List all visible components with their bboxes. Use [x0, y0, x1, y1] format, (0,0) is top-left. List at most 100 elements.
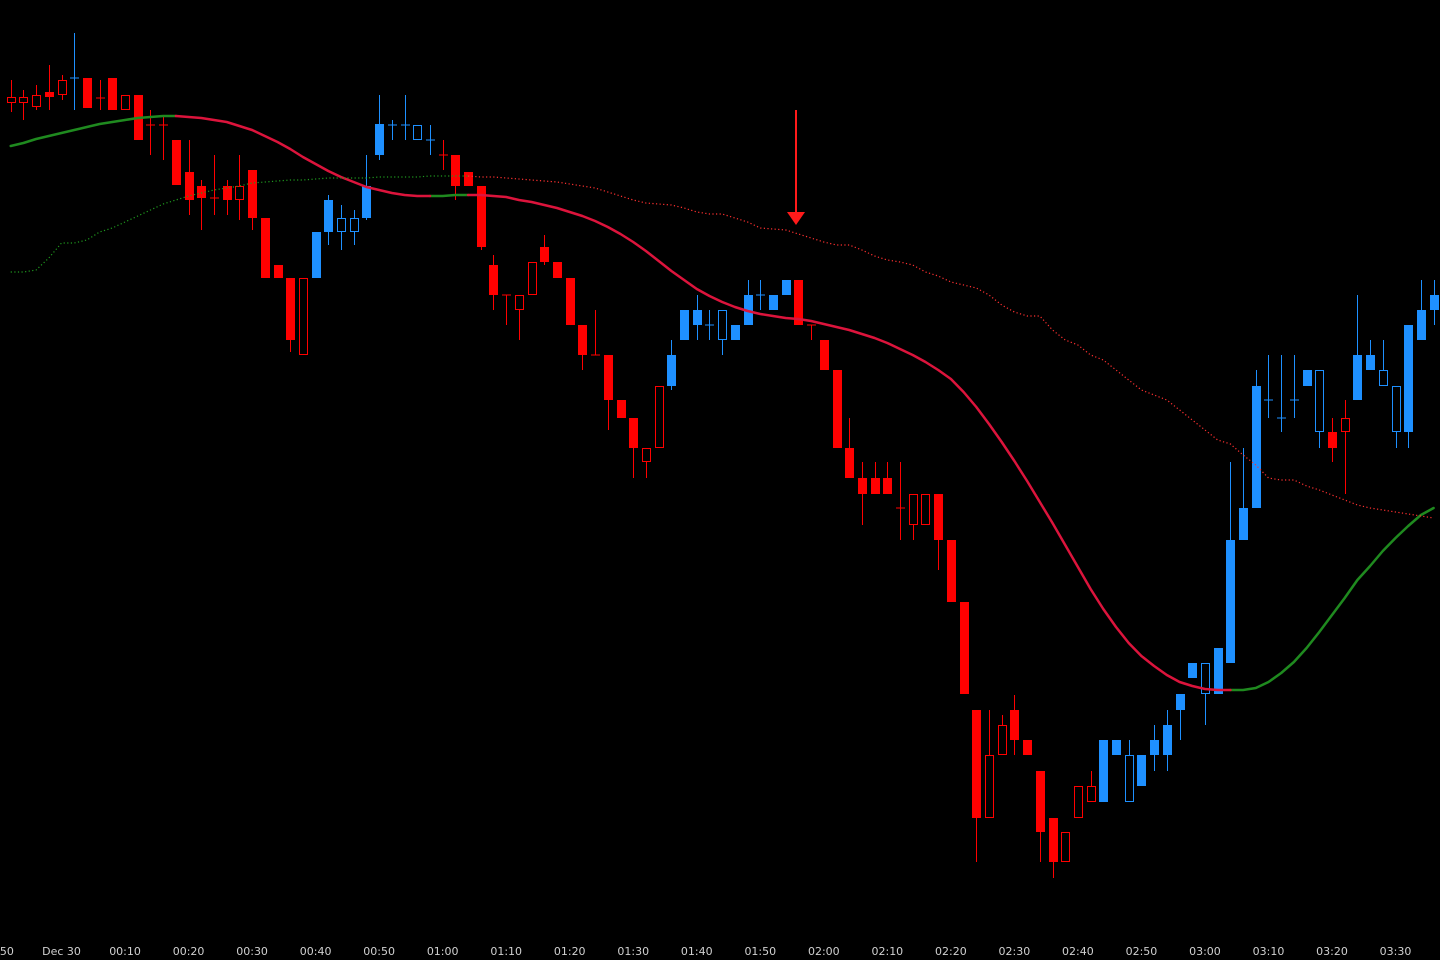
- candle-body: [1188, 663, 1197, 678]
- candle-body: [324, 200, 333, 232]
- signal-arrow: [787, 110, 805, 225]
- x-axis: 23:50 Dec 30 00:10 00:20 00:30 00:40 00:50 01:0…: [0, 945, 1412, 958]
- candle-body: [566, 278, 575, 325]
- candle-body: [1417, 310, 1426, 340]
- candle-body: [578, 325, 587, 355]
- candle-body: [108, 78, 117, 110]
- candle-body: [337, 218, 346, 232]
- candle-body: [261, 218, 270, 278]
- candle-body: [972, 710, 981, 818]
- candle-body: [680, 310, 689, 340]
- candle-body: [947, 540, 956, 602]
- candle-body: [845, 448, 854, 478]
- x-tick-label: 01:10: [490, 945, 522, 958]
- x-tick-label: 00:10: [109, 945, 141, 958]
- candle-body: [274, 265, 283, 278]
- candle-body: [235, 186, 244, 200]
- x-tick-label: 00:40: [300, 945, 332, 958]
- candle-body: [1430, 295, 1439, 310]
- candle-body: [1010, 710, 1019, 740]
- candle-body: [934, 494, 943, 540]
- candle-body: [223, 186, 232, 200]
- candle-body: [998, 725, 1007, 755]
- candle-body: [1404, 325, 1413, 432]
- candle-body: [1226, 540, 1235, 663]
- candle-body: [248, 170, 257, 218]
- x-tick-label: 03:30: [1380, 945, 1412, 958]
- x-tick-label: 02:30: [999, 945, 1031, 958]
- x-tick-label: 02:10: [871, 945, 903, 958]
- x-tick-label: 03:00: [1189, 945, 1221, 958]
- candle-body: [667, 355, 676, 386]
- candle-body: [820, 340, 829, 370]
- candle-body: [909, 494, 918, 525]
- candle-body: [362, 186, 371, 218]
- candle-body: [782, 280, 791, 295]
- candle-body: [286, 278, 295, 340]
- candle-body: [794, 280, 803, 325]
- candle-body: [197, 186, 206, 198]
- x-tick-label: 00:20: [173, 945, 205, 958]
- candle-body: [1036, 771, 1045, 832]
- candle-body: [604, 355, 613, 400]
- candle-body: [464, 172, 473, 186]
- x-tick-label: 00:50: [363, 945, 395, 958]
- candle-body: [1087, 786, 1096, 802]
- candle-body: [731, 325, 740, 340]
- candle-body: [1214, 648, 1223, 694]
- x-tick-label: 02:50: [1126, 945, 1158, 958]
- candle-body: [477, 186, 486, 247]
- candle-body: [1112, 740, 1121, 755]
- x-tick-label: 02:40: [1062, 945, 1094, 958]
- candle-body: [1099, 740, 1108, 802]
- candle-body: [515, 295, 524, 310]
- candle-body: [32, 95, 41, 107]
- candle-body: [312, 232, 321, 278]
- candle-body: [1061, 832, 1070, 862]
- candle-body: [1176, 694, 1185, 710]
- candle-body: [489, 265, 498, 295]
- candle-body: [921, 494, 930, 525]
- candle-body: [1201, 663, 1210, 694]
- candle-body: [1150, 740, 1159, 755]
- candle-body: [540, 247, 549, 262]
- x-tick-label: Dec 30: [42, 945, 81, 958]
- candle-body: [1023, 740, 1032, 755]
- candle-body: [1252, 386, 1261, 508]
- candle-body: [617, 400, 626, 418]
- candle-body: [1049, 818, 1058, 862]
- x-tick-label: 01:30: [617, 945, 649, 958]
- candle-body: [172, 140, 181, 185]
- candle-body: [1328, 432, 1337, 448]
- candle-body: [413, 125, 422, 140]
- x-tick-label: 01:50: [744, 945, 776, 958]
- candle-body: [121, 95, 130, 110]
- candle-body: [718, 310, 727, 340]
- candle-body: [83, 78, 92, 108]
- candle-body: [7, 97, 16, 103]
- candle-body: [960, 602, 969, 694]
- candle-body: [629, 418, 638, 448]
- x-tick-label: 23:50: [0, 945, 14, 958]
- candle-body: [1137, 755, 1146, 786]
- candle-body: [1315, 370, 1324, 432]
- candle-body: [769, 295, 778, 310]
- x-tick-label: 01:40: [681, 945, 713, 958]
- x-tick-label: 00:30: [236, 945, 268, 958]
- x-tick-label: 01:20: [554, 945, 586, 958]
- moving-average-line: [9, 114, 1435, 692]
- candle-body: [858, 478, 867, 494]
- candle-body: [871, 478, 880, 494]
- candle-body: [883, 478, 892, 494]
- candle-body: [1392, 386, 1401, 432]
- candle-body: [1379, 370, 1388, 386]
- arrow-head: [787, 212, 805, 225]
- x-tick-label: 02:00: [808, 945, 840, 958]
- candle-body: [642, 448, 651, 462]
- candle-body: [1303, 370, 1312, 386]
- x-tick-label: 03:20: [1316, 945, 1348, 958]
- indicator-lines: [9, 114, 1435, 692]
